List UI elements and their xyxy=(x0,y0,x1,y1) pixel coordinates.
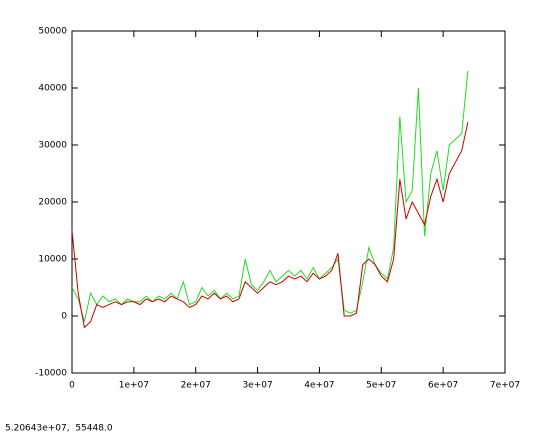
x-tick-label: 3e+07 xyxy=(242,381,272,391)
x-tick-label: 6e+07 xyxy=(428,381,458,391)
y-tick-label: 50000 xyxy=(38,27,67,37)
status-text: 5.20643e+07, 55448.0 xyxy=(5,424,113,433)
x-tick-label: 0 xyxy=(69,381,75,391)
x-tick-label: 1e+07 xyxy=(119,381,149,391)
y-tick-label: 20000 xyxy=(38,198,67,208)
data-line xyxy=(71,122,469,329)
x-tick-label: 5e+07 xyxy=(366,381,396,391)
data-line xyxy=(71,70,469,322)
x-tick-label: 7e+07 xyxy=(490,381,520,391)
x-tick-label: 2e+07 xyxy=(181,381,211,391)
y-tick-label: 0 xyxy=(61,312,67,322)
y-tick-label: 30000 xyxy=(38,141,67,151)
y-tick-label: 10000 xyxy=(38,255,67,265)
x-tick-label: 4e+07 xyxy=(304,381,334,391)
plot-frame xyxy=(71,30,506,374)
y-tick-label: -10000 xyxy=(35,369,67,379)
y-tick-label: 40000 xyxy=(38,84,67,94)
